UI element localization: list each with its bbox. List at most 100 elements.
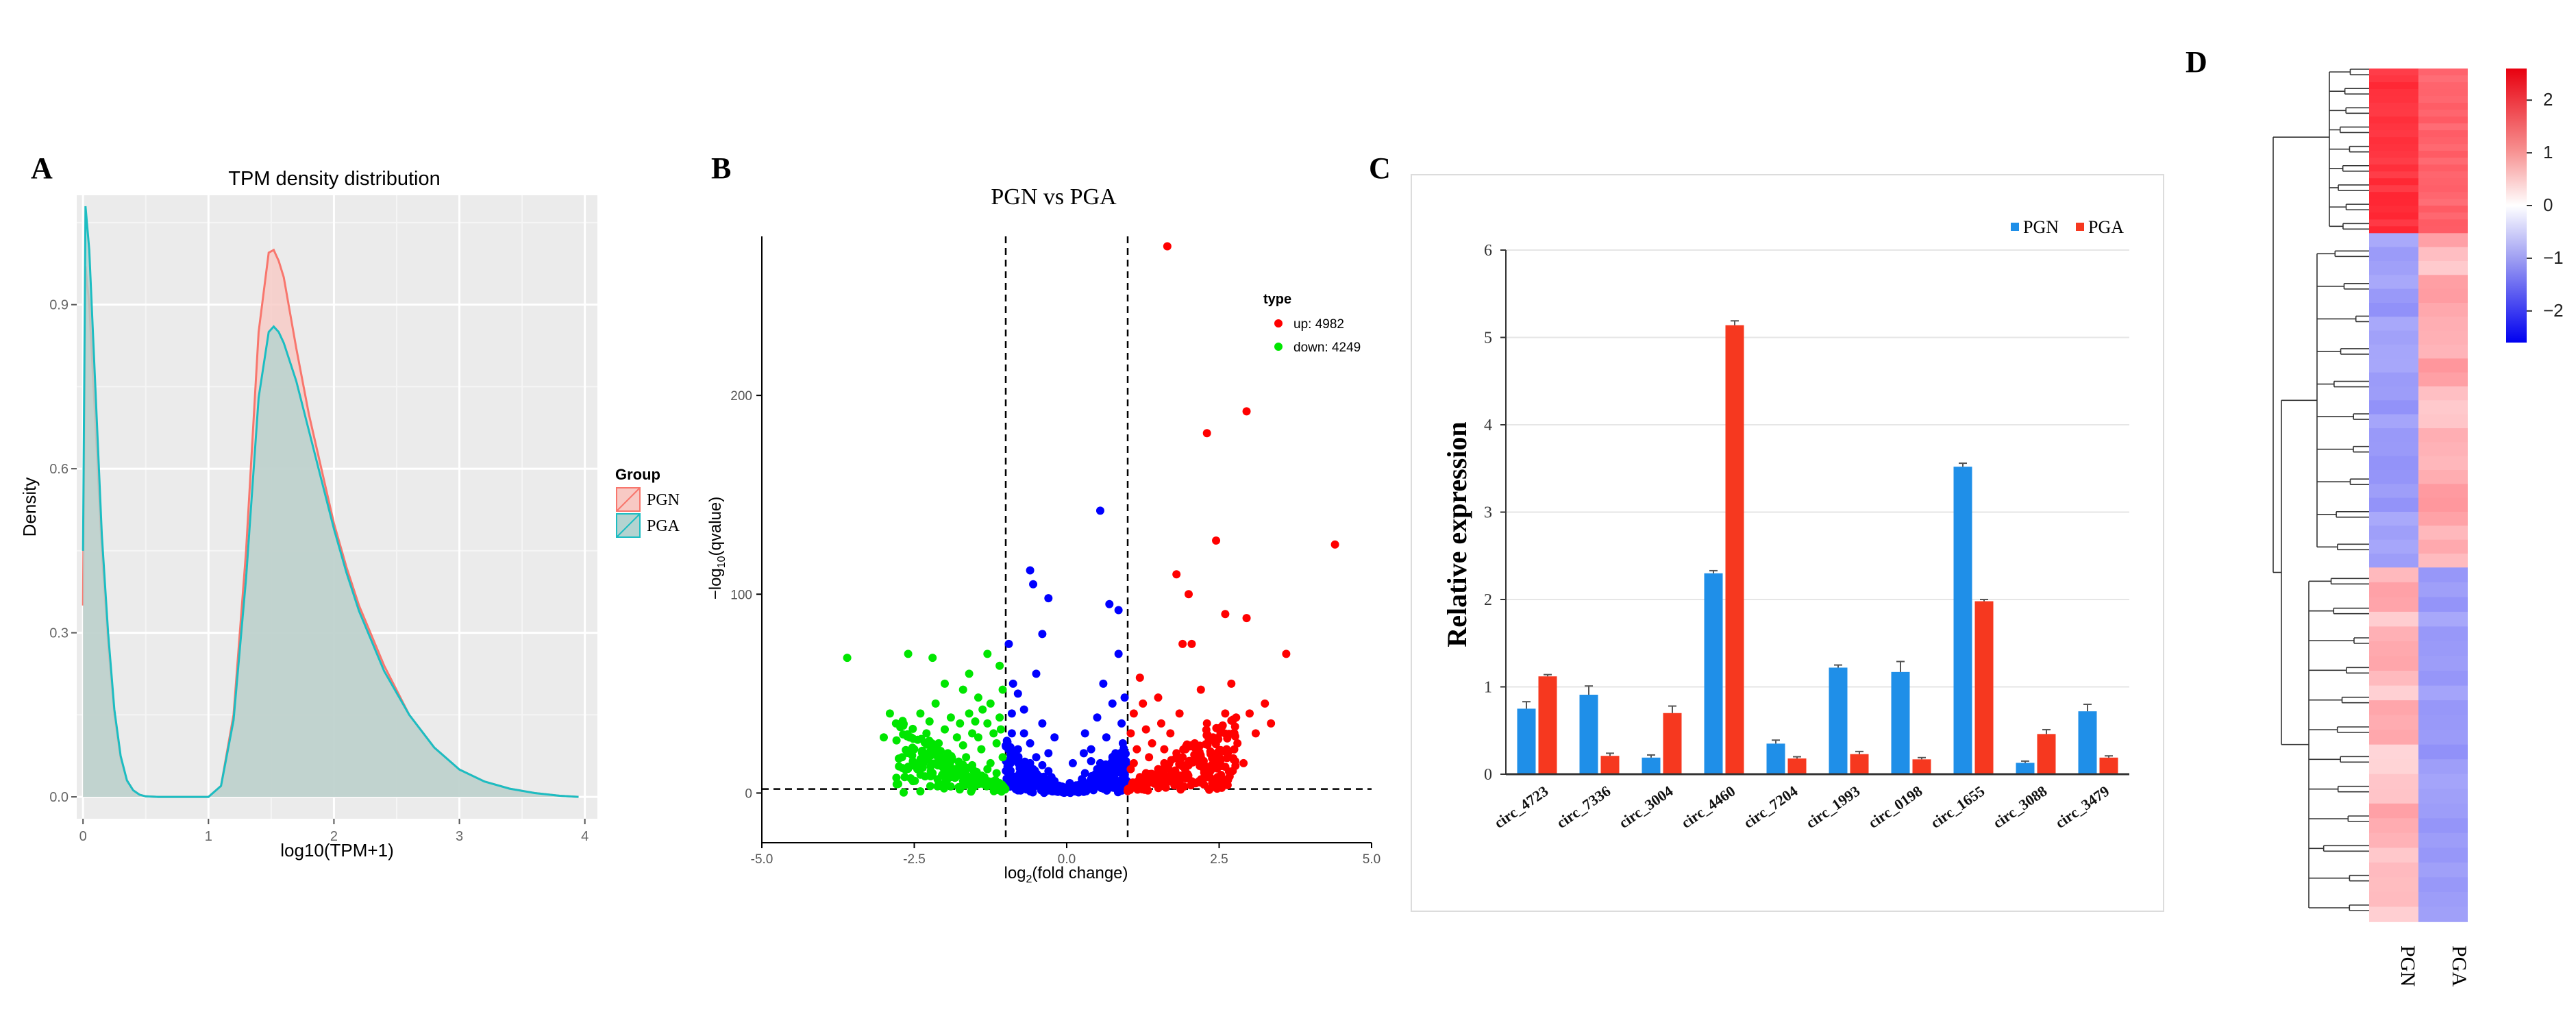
volcano-point-ns bbox=[1011, 753, 1019, 762]
volcano-point-ns bbox=[1007, 729, 1016, 738]
heatmap-cell-pga bbox=[2418, 597, 2468, 613]
heatmap-cell-pga bbox=[2418, 386, 2468, 401]
volcano-point-down bbox=[894, 780, 902, 789]
heatmap-cell-pga bbox=[2418, 641, 2468, 657]
volcano-point-ns bbox=[1118, 758, 1127, 767]
heatmap-cell-pgn bbox=[2369, 442, 2418, 457]
volcano-point-down bbox=[974, 693, 982, 702]
heatmap-cell-pgn bbox=[2369, 456, 2418, 471]
heatmap-cell-pga bbox=[2418, 178, 2468, 186]
heatmap-cell-pga bbox=[2418, 730, 2468, 745]
heatmap-cell-pga bbox=[2418, 442, 2468, 457]
heatmap-cell-pga bbox=[2418, 414, 2468, 429]
heatmap-cell-pgn bbox=[2369, 685, 2418, 701]
volcano-point-up bbox=[1160, 745, 1169, 754]
volcano-point-down bbox=[937, 747, 945, 756]
heatmap-cell-pga bbox=[2418, 171, 2468, 179]
heatmap-cell-pga bbox=[2418, 525, 2468, 541]
volcano-point-ns bbox=[1004, 776, 1013, 785]
volcano-point-down bbox=[931, 699, 940, 708]
heatmap-cell-pga bbox=[2418, 484, 2468, 499]
volcano-point-down bbox=[992, 739, 1001, 747]
heatmap-colorbar-ticks: 2 1 0 −1 −2 bbox=[2527, 89, 2564, 321]
volcano-point-ns bbox=[1013, 745, 1022, 754]
legend-marker-down bbox=[1274, 343, 1283, 351]
volcano-point-down bbox=[941, 725, 949, 734]
y-tick-label: 0.6 bbox=[49, 462, 69, 477]
volcano-point-up bbox=[1267, 719, 1276, 728]
volcano-point-up bbox=[1141, 769, 1150, 778]
volcano-point-down bbox=[916, 709, 925, 718]
bar-pgn-circ_1993 bbox=[1829, 667, 1848, 774]
heatmap-cell-pga bbox=[2418, 317, 2468, 332]
volcano-point-ns bbox=[1074, 787, 1083, 795]
heatmap-cell-pgn bbox=[2369, 247, 2418, 262]
volcano-point-down bbox=[946, 773, 955, 782]
volcano-legend: type up: 4982 down: 4249 bbox=[1263, 292, 1361, 355]
volcano-point-down bbox=[920, 739, 929, 747]
density-chart-title: TPM density distribution bbox=[228, 168, 440, 190]
heatmap-cell-pgn bbox=[2369, 206, 2418, 213]
heatmap-cell-pgn bbox=[2369, 525, 2418, 541]
heatmap: 2 1 0 −1 −2 PGN PGA bbox=[2272, 69, 2564, 987]
volcano-point-down bbox=[899, 721, 908, 730]
volcano-axes: -5.0 -2.5 0.0 2.5 5.0 0 100 200 bbox=[730, 236, 1380, 867]
heatmap-cell-pga bbox=[2418, 497, 2468, 512]
volcano-point-up bbox=[1148, 739, 1156, 747]
volcano-point-up bbox=[1242, 614, 1251, 623]
volcano-y-tick-label: 0 bbox=[745, 787, 752, 801]
volcano-point-down bbox=[958, 741, 967, 750]
volcano-point-down bbox=[967, 781, 976, 790]
heatmap-cell-pga bbox=[2418, 358, 2468, 373]
volcano-point-up bbox=[1154, 784, 1163, 793]
heatmap-cell-pga bbox=[2418, 75, 2468, 83]
heatmap-cell-pga bbox=[2418, 151, 2468, 158]
volcano-point-up bbox=[1225, 772, 1234, 781]
volcano-point-up bbox=[1154, 765, 1163, 774]
heatmap-cell-pga bbox=[2418, 428, 2468, 443]
heatmap-cell-pga bbox=[2418, 219, 2468, 227]
volcano-point-down bbox=[983, 765, 992, 774]
volcano-point-down bbox=[968, 729, 977, 738]
volcano-point-ns bbox=[1019, 729, 1028, 738]
density-line-pga bbox=[82, 206, 579, 798]
volcano-point-down bbox=[892, 736, 901, 745]
volcano-point-up bbox=[1330, 540, 1339, 549]
bar-legend: PGN PGA bbox=[2011, 217, 2124, 237]
volcano-point-down bbox=[885, 709, 894, 718]
heatmap-cell-pgn bbox=[2369, 656, 2418, 671]
heatmap-cell-pga bbox=[2418, 759, 2468, 775]
volcano-x-tick-label: -2.5 bbox=[903, 852, 926, 867]
volcano-point-down bbox=[995, 661, 1004, 670]
volcano-point-up bbox=[1133, 785, 1142, 794]
heatmap-cell-pga bbox=[2418, 774, 2468, 789]
heatmap-cell-pgn bbox=[2369, 219, 2418, 227]
volcano-point-down bbox=[978, 705, 987, 714]
heatmap-cell-pgn bbox=[2369, 82, 2418, 90]
heatmap-cell-pgn bbox=[2369, 803, 2418, 819]
volcano-point-up bbox=[1221, 610, 1230, 619]
volcano-point-down bbox=[965, 709, 974, 718]
volcano-point-ns bbox=[1024, 771, 1033, 780]
heatmap-cell-pgn bbox=[2369, 96, 2418, 103]
legend-label-pgn: PGN bbox=[647, 491, 680, 509]
volcano-point-down bbox=[897, 753, 906, 762]
heatmap-cell-pga bbox=[2418, 82, 2468, 90]
legend-label-pga: PGA bbox=[647, 517, 680, 535]
volcano-point-ns bbox=[1026, 739, 1035, 747]
volcano-point-up bbox=[1221, 729, 1230, 738]
heatmap-cell-pga bbox=[2418, 116, 2468, 124]
heatmap-cell-pga bbox=[2418, 69, 2468, 76]
volcano-legend-title: type bbox=[1263, 292, 1291, 307]
volcano-point-ns bbox=[1079, 749, 1088, 758]
heatmap-cell-pga bbox=[2418, 456, 2468, 471]
volcano-point-up bbox=[1185, 590, 1193, 599]
volcano-point-down bbox=[939, 770, 948, 778]
volcano-point-up bbox=[1218, 721, 1227, 730]
heatmap-cell-pga bbox=[2418, 185, 2468, 193]
volcano-point-ns bbox=[1078, 775, 1087, 784]
heatmap-cell-pgn bbox=[2369, 400, 2418, 415]
volcano-point-up bbox=[1178, 753, 1187, 762]
heatmap-cell-pgn bbox=[2369, 700, 2418, 716]
volcano-y-tick-label: 100 bbox=[730, 588, 752, 602]
